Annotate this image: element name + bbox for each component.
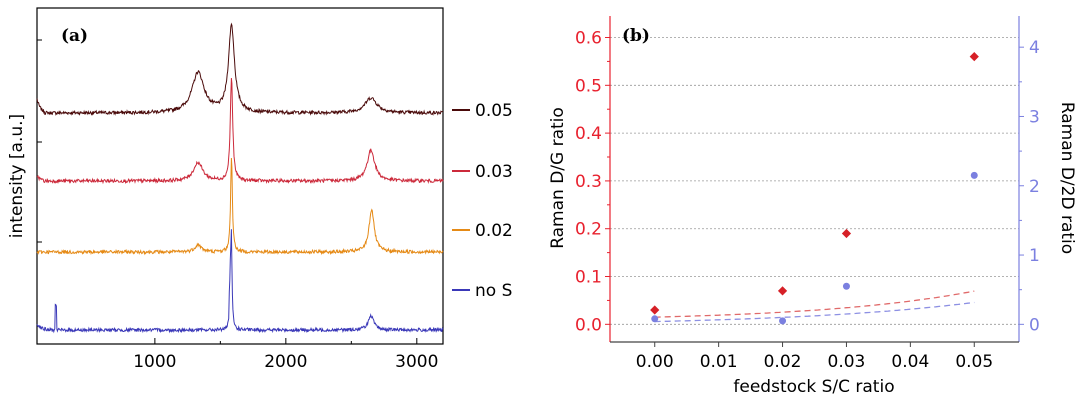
panel-b-x-tick-label: 0.03 xyxy=(828,352,866,372)
panel-b-x-tick-label: 0.00 xyxy=(636,352,674,372)
panel-b-point-dg xyxy=(841,228,852,239)
panel-a: (a) intensity [a.u.] 1000 2000 3000 0.050.… xyxy=(7,7,513,372)
panel-a-legend-label-1: 0.03 xyxy=(475,162,513,182)
panel-b-point-d2d xyxy=(842,282,850,290)
panel-b-label: (b) xyxy=(622,26,650,46)
panel-b-left-tick-label: 0.5 xyxy=(575,76,602,96)
panel-b-right-axis-label: Raman D/2D ratio xyxy=(1057,102,1077,254)
panel-a-x-ticks: 1000 2000 3000 xyxy=(133,338,438,372)
panel-b-x-tick-label: 0.02 xyxy=(764,352,802,372)
panel-b-right-tick-label: 2 xyxy=(1029,177,1040,197)
panel-b-left-tick-label: 0.2 xyxy=(575,220,602,240)
panel-b-x-tick-label: 0.04 xyxy=(891,352,929,372)
panel-a-spectrum-1 xyxy=(36,77,444,185)
panel-b-x-ticks: 0.00 0.01 0.02 0.03 0.04 0.05 xyxy=(636,342,993,372)
panel-b-right-tick-label: 3 xyxy=(1029,107,1040,127)
panel-b-fit-curve-0 xyxy=(654,290,975,318)
panel-b: (b) 0.00 0.01 0.02 0.03 0.04 0.05 0.00.10.20.… xyxy=(548,16,1077,397)
panel-b-left-ticks: 0.0 0.1 0.2 0.3 0.4 0.5 0.6 xyxy=(575,29,610,335)
panel-a-label: (a) xyxy=(61,26,88,46)
panel-b-point-dg xyxy=(650,305,660,315)
panel-b-point-d2d xyxy=(651,315,659,323)
panel-b-left-tick-label: 0.4 xyxy=(575,124,602,144)
panel-b-left-tick-label: 0.6 xyxy=(575,29,602,49)
panel-b-left-tick-label: 0.0 xyxy=(575,315,602,335)
panel-a-legend-label-2: 0.02 xyxy=(475,221,513,241)
panel-a-x-tick-label: 3000 xyxy=(395,352,438,372)
panel-b-left-axis-label: Raman D/G ratio xyxy=(548,107,568,249)
panel-b-fit-curves xyxy=(654,290,975,323)
panel-b-x-tick-label: 0.05 xyxy=(955,352,993,372)
panel-a-y-axis-label: intensity [a.u.] xyxy=(7,114,27,238)
panel-b-right-tick-label: 0 xyxy=(1029,315,1040,335)
panel-a-spectrum-0 xyxy=(36,22,444,116)
panel-b-right-ticks: 0 1 2 3 4 xyxy=(1019,38,1040,335)
panel-b-fit-curve-1 xyxy=(654,301,975,323)
panel-a-legend-label-3: no S xyxy=(475,281,512,301)
panel-a-legend-label-0: 0.05 xyxy=(475,101,513,121)
panel-a-x-tick-label: 2000 xyxy=(264,352,307,372)
panel-b-grid xyxy=(610,37,1019,325)
panel-a-spectrum-2 xyxy=(36,157,444,256)
panel-b-left-tick-label: 0.3 xyxy=(575,172,602,192)
panel-a-series xyxy=(36,22,444,334)
panel-b-point-dg xyxy=(777,286,788,296)
panel-b-point-dg xyxy=(969,52,979,62)
panel-b-right-tick-label: 4 xyxy=(1029,38,1040,58)
panel-a-spectrum-3 xyxy=(36,229,444,334)
panel-a-frame xyxy=(36,7,444,345)
panel-b-point-d2d xyxy=(970,171,978,179)
panel-b-point-d2d xyxy=(779,317,787,325)
panel-b-x-tick-label: 0.01 xyxy=(700,352,738,372)
panel-a-legend: 0.05 0.03 0.02 no S xyxy=(452,101,513,301)
panel-b-x-axis-label: feedstock S/C ratio xyxy=(733,377,894,397)
panel-b-points xyxy=(650,52,979,325)
panel-a-y-ticks xyxy=(37,39,42,345)
panel-b-left-tick-label: 0.1 xyxy=(575,268,602,288)
panel-b-right-tick-label: 1 xyxy=(1029,246,1040,266)
panel-a-x-tick-label: 1000 xyxy=(133,352,176,372)
